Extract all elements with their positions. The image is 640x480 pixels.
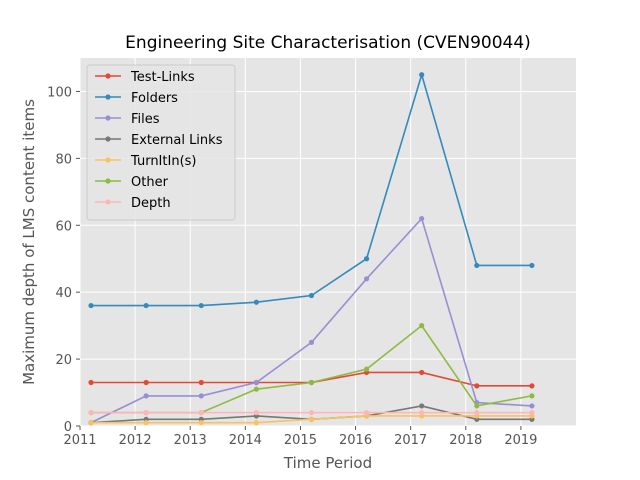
y-tick-label: 20: [55, 353, 72, 368]
legend-item: Other: [95, 175, 169, 190]
data-point: [88, 420, 94, 426]
data-point: [419, 323, 425, 329]
data-point: [363, 410, 370, 416]
legend-item: External Links: [95, 133, 223, 148]
data-point: [308, 379, 315, 386]
legend-swatch-marker: [105, 115, 111, 121]
x-tick-label: 2019: [504, 433, 537, 448]
legend: Test-Links Folders Files External Links Turn…: [86, 64, 236, 221]
legend-label: Test-Links: [130, 70, 195, 85]
legend-frame: [86, 64, 236, 221]
data-point: [419, 72, 425, 78]
data-point: [529, 403, 535, 409]
x-tick-label: 2012: [119, 433, 152, 448]
x-tick-label: 2013: [174, 433, 207, 448]
series-folders: [88, 71, 535, 309]
data-point: [308, 416, 315, 422]
x-axis-label: Time Period: [283, 454, 372, 472]
data-point: [143, 410, 149, 416]
series-depth: [88, 410, 535, 416]
data-point: [198, 302, 204, 309]
data-point: [253, 299, 259, 305]
data-point: [419, 369, 425, 376]
legend-item: Folders: [95, 91, 178, 106]
legend-item: Depth: [95, 196, 171, 211]
data-point: [198, 379, 204, 386]
data-point: [198, 410, 204, 416]
data-point: [198, 420, 204, 426]
y-axis-label: Maximum depth of LMS content items: [20, 99, 38, 385]
data-point: [88, 410, 94, 416]
legend-swatch-marker: [105, 136, 111, 142]
data-point: [529, 393, 535, 399]
chart-title: Engineering Site Characterisation (CVEN9…: [125, 33, 531, 53]
data-point: [419, 215, 425, 222]
legend-swatch-marker: [105, 157, 111, 163]
x-tick-label: 2015: [284, 433, 317, 448]
data-point: [308, 339, 315, 345]
data-point: [253, 379, 259, 386]
legend-item: Test-Links: [95, 70, 195, 85]
data-point: [143, 302, 149, 309]
legend-swatch-marker: [105, 199, 111, 205]
legend-item: Files: [95, 112, 160, 127]
data-point: [253, 386, 259, 392]
x-tick-label: 2014: [229, 433, 262, 448]
data-point: [143, 393, 149, 399]
y-tick-label: 80: [55, 152, 72, 167]
legend-swatch-marker: [105, 73, 111, 79]
legend-label: Depth: [131, 196, 171, 211]
data-point: [419, 403, 425, 409]
data-point: [308, 292, 315, 299]
data-point: [253, 410, 259, 416]
x-tick-label: 2016: [339, 433, 372, 448]
data-point: [308, 410, 315, 416]
data-point: [363, 366, 370, 372]
data-point: [529, 410, 535, 416]
legend-label: TurnItIn(s): [130, 154, 196, 169]
x-tick-label: 2018: [449, 433, 482, 448]
y-tick-label: 40: [55, 286, 72, 301]
y-tick-label: 0: [64, 420, 72, 435]
series-layer: [88, 71, 535, 426]
legend-item: TurnItIn(s): [95, 154, 196, 169]
x-tick-label: 2017: [394, 433, 427, 448]
data-point: [88, 379, 94, 386]
y-tick-label: 60: [55, 219, 72, 234]
data-point: [88, 302, 94, 309]
series-files: [88, 215, 535, 426]
data-point: [363, 256, 370, 262]
data-point: [143, 379, 149, 386]
data-point: [363, 276, 370, 282]
data-point: [253, 420, 259, 426]
data-point: [474, 262, 480, 269]
legend-label: Folders: [131, 91, 178, 106]
data-point: [474, 383, 480, 389]
x-tick-label: 2011: [63, 433, 96, 448]
data-point: [529, 262, 535, 269]
legend-swatch-marker: [105, 178, 111, 184]
axis-ticks: 2011 2012 2013 2014 2015 2016 2017 2018 2019 0 20 4…: [47, 85, 537, 448]
legend-label: Files: [131, 112, 160, 127]
data-point: [474, 410, 480, 416]
data-point: [529, 383, 535, 389]
data-point: [419, 410, 425, 416]
legend-swatch-marker: [105, 94, 111, 100]
data-point: [143, 420, 149, 426]
legend-label: Other: [131, 175, 169, 190]
data-point: [474, 403, 480, 409]
y-tick-label: 100: [47, 85, 72, 100]
data-point: [198, 393, 204, 399]
legend-label: External Links: [131, 133, 223, 148]
